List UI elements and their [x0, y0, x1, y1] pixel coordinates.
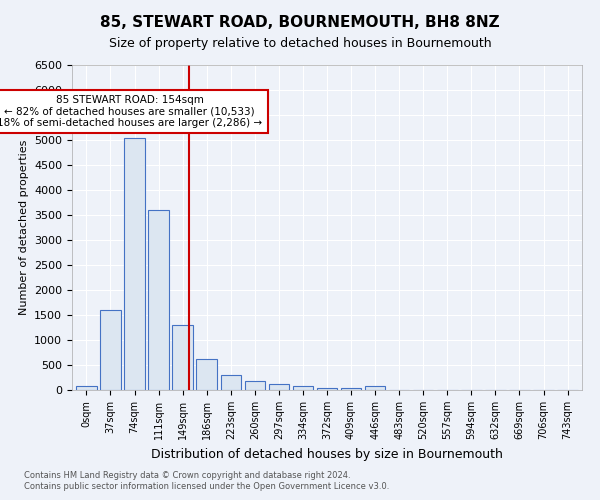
Bar: [293, 386, 313, 390]
Bar: [124, 138, 145, 390]
Bar: [148, 210, 169, 390]
Bar: [100, 310, 121, 390]
Text: 85 STEWART ROAD: 154sqm
← 82% of detached houses are smaller (10,533)
18% of sem: 85 STEWART ROAD: 154sqm ← 82% of detache…: [0, 95, 262, 128]
Bar: [196, 359, 217, 390]
Bar: [172, 325, 193, 390]
Bar: [365, 386, 385, 390]
Text: 85, STEWART ROAD, BOURNEMOUTH, BH8 8NZ: 85, STEWART ROAD, BOURNEMOUTH, BH8 8NZ: [100, 15, 500, 30]
Text: Size of property relative to detached houses in Bournemouth: Size of property relative to detached ho…: [109, 38, 491, 51]
Text: Contains HM Land Registry data © Crown copyright and database right 2024.: Contains HM Land Registry data © Crown c…: [24, 470, 350, 480]
Bar: [221, 375, 241, 390]
Bar: [341, 388, 361, 390]
Bar: [317, 388, 337, 390]
X-axis label: Distribution of detached houses by size in Bournemouth: Distribution of detached houses by size …: [151, 448, 503, 460]
Bar: [76, 386, 97, 390]
Y-axis label: Number of detached properties: Number of detached properties: [19, 140, 29, 315]
Bar: [245, 381, 265, 390]
Text: Contains public sector information licensed under the Open Government Licence v3: Contains public sector information licen…: [24, 482, 389, 491]
Bar: [269, 384, 289, 390]
